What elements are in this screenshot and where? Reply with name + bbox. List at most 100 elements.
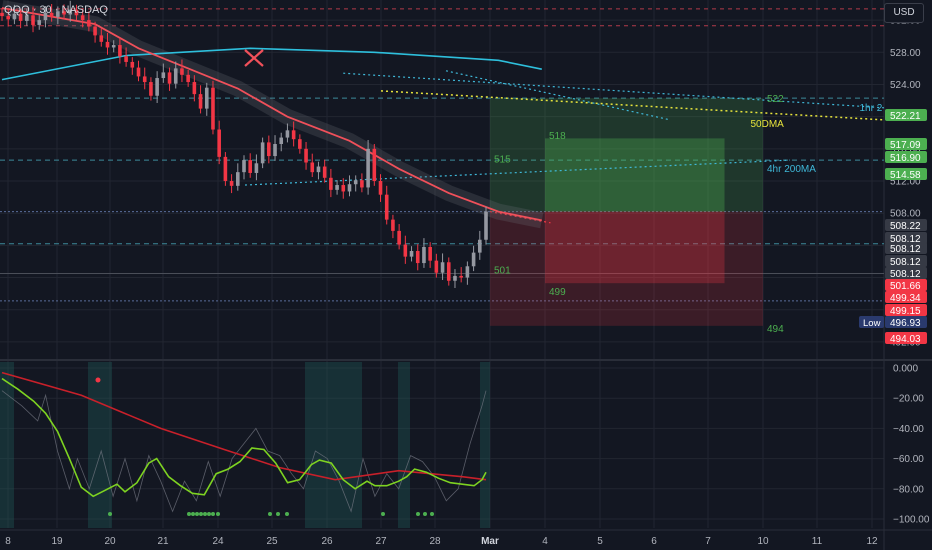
candle-body [149,82,153,96]
ma-red-line [1,7,542,222]
candle-body [285,130,290,138]
candle-body [248,160,253,173]
candle-body [254,163,259,173]
annotation-label: 494 [767,324,784,335]
x-tick-label: 21 [157,536,169,547]
candle-body [465,266,470,278]
x-tick-label: 11 [812,536,823,547]
oscillator-band [398,362,410,528]
oscillator-dot [207,512,211,516]
oscillator-tick-label: −60.00 [893,454,924,465]
price-tick-label: 524.00 [890,80,921,91]
candle-body [291,130,296,140]
loss-zone-outer [490,211,763,326]
candle-body [378,181,383,195]
price-tag-label: 508.22 [890,221,921,232]
1hr-trend-line [343,72,885,109]
price-tag-label: 514.58 [890,170,921,181]
oscillator-dot [195,512,199,516]
x-tick-label: 26 [321,536,333,547]
4hr-200ma-line [244,159,791,186]
candle-body [124,56,128,62]
candle-body [6,16,11,20]
price-tag-label: 494.03 [890,334,921,345]
x-tick-label: 12 [866,536,878,547]
oscillator-dot [216,512,220,516]
candle-body [93,26,97,36]
x-tick-label: 6 [651,536,657,547]
candle-body [279,137,284,145]
oscillator-dot [430,512,434,516]
price-tick-label: 508.00 [890,209,921,220]
price-tag [885,255,927,267]
candle-body [155,78,159,96]
x-tick-label: 5 [597,536,603,547]
candle-body [211,87,215,130]
x-tick-label: 19 [51,536,63,547]
x-tick-label: 27 [375,536,387,547]
candle-body [43,12,48,21]
oscillator-dot [276,512,280,516]
candle-body [87,20,91,27]
price-tag-label: 508.12 [890,244,921,255]
x-marker-stroke [244,49,264,67]
candle-body [161,72,166,79]
oscillator-tick-label: −40.00 [893,424,924,435]
candle-body [111,45,116,48]
candle-body [304,148,308,163]
annotation-label: 499 [549,287,566,298]
candle-body [310,162,315,173]
candle-body [384,194,389,220]
ma-cyan-line [1,47,542,81]
candle-body [130,61,135,68]
oscillator-gray-line [1,390,487,513]
candle-body [484,211,488,240]
candle-body [260,142,265,164]
candle-body [186,74,190,83]
candle-body [223,156,228,182]
cyan-trend-line [445,70,671,121]
candle-body [453,275,457,281]
loss-zone-inner [545,211,725,284]
annotation-label: 515 [494,154,511,165]
x-tick-label: 7 [705,536,711,547]
candle-body [105,41,110,48]
x-tick-label: 25 [266,536,278,547]
price-tick-label: 512.00 [890,177,921,188]
price-tag-label: 501.66 [890,281,921,292]
price-tag-label: 517.09 [890,140,921,151]
candle-body [56,11,60,17]
currency-button[interactable]: USD [884,3,924,23]
candle-body [118,45,122,57]
candle-body [62,11,66,15]
oscillator-dot [416,512,420,516]
candle-body [217,129,221,157]
price-tag [885,219,927,231]
candles [0,0,488,289]
price-tag [885,242,927,254]
candle-body [422,246,426,264]
oscillator-green-line [1,377,487,498]
x-tick-label: 8 [5,536,11,547]
candle-body [471,252,476,267]
candle-body [229,181,234,186]
price-tag [885,316,927,328]
candle-body [335,185,339,190]
candle-body [322,166,327,178]
50dma-line [380,90,885,121]
oscillator-tick-label: −100.00 [893,514,930,525]
candle-body [329,177,333,190]
candle-body [415,251,420,264]
annotation-label: 522 [767,94,784,105]
annotation-label: 501 [494,266,511,277]
oscillator-band [0,362,14,528]
price-tag-label: 508.12 [890,269,921,280]
oscillator-band [305,362,362,528]
candle-body [242,160,246,173]
candle-body [99,35,104,42]
oscillator-red-line [1,371,487,481]
x-tick-label: 28 [429,536,441,547]
candle-body [142,76,147,83]
oscillator-dot [191,512,195,516]
